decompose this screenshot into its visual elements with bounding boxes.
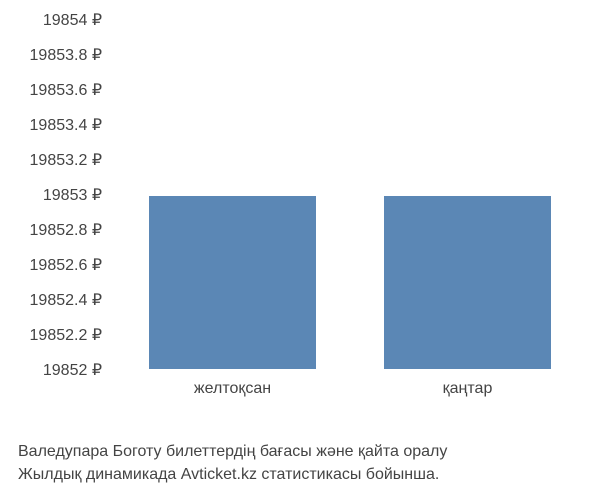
y-tick-label: 19854 ₽ <box>43 10 102 30</box>
y-tick-label: 19853.8 ₽ <box>30 45 102 65</box>
y-tick-label: 19853.4 ₽ <box>30 115 102 135</box>
y-tick-label: 19852.2 ₽ <box>30 325 102 345</box>
y-tick-label: 19852.4 ₽ <box>30 290 102 310</box>
y-tick-label: 19853.2 ₽ <box>30 150 102 170</box>
x-tick-label: желтоқсан <box>194 380 271 398</box>
x-axis-labels: желтоқсан қаңтар <box>115 380 585 410</box>
y-tick-label: 19853 ₽ <box>43 185 102 205</box>
y-tick-label: 19852.8 ₽ <box>30 220 102 240</box>
bar <box>148 195 317 370</box>
chart-caption: Валедупара Боготу билеттердің бағасы жән… <box>18 440 447 486</box>
y-tick-label: 19853.6 ₽ <box>30 80 102 100</box>
caption-line-1: Валедупара Боготу билеттердің бағасы жән… <box>18 440 447 463</box>
bar <box>383 195 552 370</box>
plot-area <box>115 20 585 370</box>
y-tick-label: 19852.6 ₽ <box>30 255 102 275</box>
caption-line-2: Жылдық динамикада Avticket.kz статистика… <box>18 463 447 486</box>
y-tick-label: 19852 ₽ <box>43 360 102 380</box>
x-tick-label: қаңтар <box>443 380 493 398</box>
y-axis: 19854 ₽19853.8 ₽19853.6 ₽19853.4 ₽19853.… <box>0 20 110 370</box>
chart-container: 19854 ₽19853.8 ₽19853.6 ₽19853.4 ₽19853.… <box>0 20 600 440</box>
